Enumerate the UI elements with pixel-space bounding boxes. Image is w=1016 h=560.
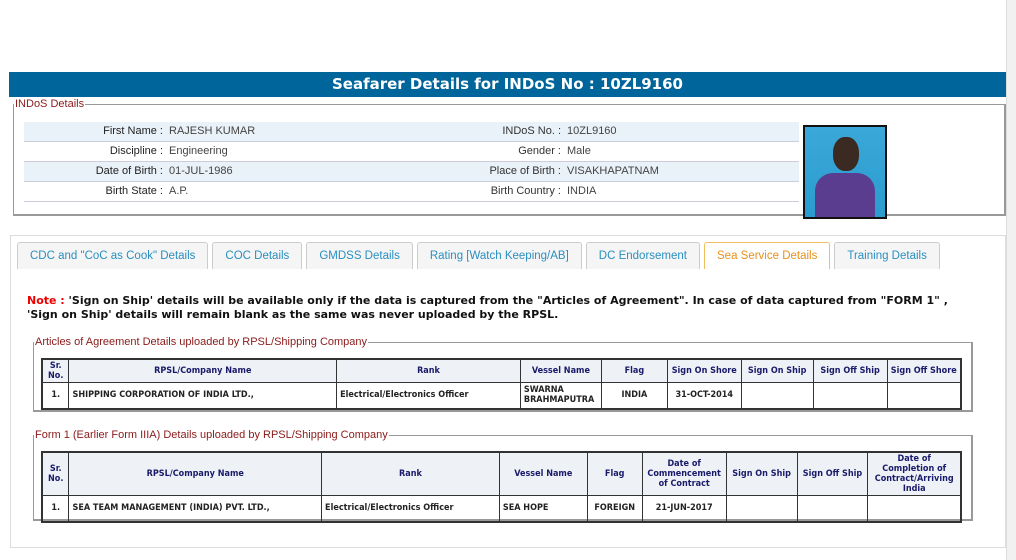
- table-header-row: Sr. No. RPSL/Company Name Rank Vessel Name F…: [41, 451, 962, 496]
- page-title: Seafarer Details for INDoS No : 10ZL9160: [9, 72, 1006, 97]
- cell: SEA TEAM MANAGEMENT (INDIA) PVT. LTD.,: [68, 495, 323, 522]
- col-sign-off-ship: Sign Off Ship: [812, 358, 888, 383]
- cell: SWARNA BRAHMAPUTRA: [519, 382, 602, 409]
- table-header-row: Sr. No. RPSL/Company Name Rank Vessel Name F…: [41, 358, 962, 383]
- cell: [886, 382, 962, 409]
- cell: [740, 382, 814, 409]
- form1-legend: Form 1 (Earlier Form IIIA) Details uploa…: [35, 429, 388, 441]
- discipline-value: Engineering: [169, 145, 228, 157]
- cell: Electrical/Electronics Officer: [336, 382, 521, 409]
- note-text: Note : 'Sign on Ship' details will be av…: [27, 294, 977, 322]
- col-commencement: Date of Commencement of Contract: [641, 451, 727, 496]
- seafarer-photo: [803, 125, 887, 219]
- detail-row: Date of Birth : 01-JUL-1986 Place of Birth…: [24, 162, 799, 182]
- cell: Electrical/Electronics Officer: [321, 495, 500, 522]
- tab-dc-endorsement[interactable]: DC Endorsement: [585, 242, 700, 269]
- col-sign-on-ship: Sign On Ship: [725, 451, 798, 496]
- tab-coc[interactable]: COC Details: [212, 242, 303, 269]
- col-vessel: Vessel Name: [519, 358, 602, 383]
- cell: 1.: [41, 382, 70, 409]
- col-rank: Rank: [321, 451, 500, 496]
- col-rank: Rank: [336, 358, 521, 383]
- note-label: Note :: [27, 294, 65, 307]
- col-flag: Flag: [586, 451, 643, 496]
- cell: [812, 382, 888, 409]
- birth-country-label: Birth Country :: [490, 185, 561, 197]
- aoa-table: Sr. No. RPSL/Company Name Rank Vessel Name F…: [41, 358, 962, 410]
- place-of-birth-value: VISAKHAPATNAM: [567, 165, 659, 177]
- form1-table: Sr. No. RPSL/Company Name Rank Vessel Name F…: [41, 451, 962, 523]
- gender-label: Gender :: [518, 145, 561, 157]
- note-body: 'Sign on Ship' details will be available…: [27, 294, 948, 321]
- col-flag: Flag: [600, 358, 668, 383]
- col-company: RPSL/Company Name: [68, 451, 323, 496]
- tab-rating[interactable]: Rating [Watch Keeping/AB]: [416, 242, 582, 269]
- tab-cdc[interactable]: CDC and "CoC as Cook" Details: [17, 242, 209, 269]
- place-of-birth-label: Place of Birth :: [489, 165, 561, 177]
- cell: SEA HOPE: [498, 495, 588, 522]
- cell: 1.: [41, 495, 70, 522]
- detail-row: Birth State : A.P. Birth Country : INDIA: [24, 182, 799, 202]
- detail-row: First Name : RAJESH KUMAR INDoS No. : 10ZL9…: [24, 122, 799, 142]
- cell: 21-JUN-2017: [641, 495, 727, 522]
- col-sign-off-ship: Sign Off Ship: [796, 451, 869, 496]
- aoa-legend: Articles of Agreement Details uploaded b…: [35, 336, 368, 348]
- tab-bar: CDC and "CoC as Cook" Details COC Detail…: [17, 242, 940, 269]
- table-row: 1. SEA TEAM MANAGEMENT (INDIA) PVT. LTD.,…: [41, 495, 962, 522]
- aoa-section: Articles of Agreement Details uploaded b…: [33, 336, 973, 412]
- col-sign-on-ship: Sign On Ship: [740, 358, 814, 383]
- indos-legend: INDoS Details: [15, 98, 85, 110]
- first-name-label: First Name :: [103, 125, 163, 137]
- detail-row: Discipline : Engineering Gender : Male: [24, 142, 799, 162]
- col-sign-on-shore: Sign On Shore: [666, 358, 742, 383]
- col-company: RPSL/Company Name: [68, 358, 338, 383]
- cell: INDIA: [600, 382, 668, 409]
- indos-details-grid: First Name : RAJESH KUMAR INDoS No. : 10ZL9…: [24, 122, 799, 202]
- col-vessel: Vessel Name: [498, 451, 588, 496]
- col-sr: Sr. No.: [41, 451, 70, 496]
- indos-details-section: INDoS Details First Name : RAJESH KUMAR IN…: [13, 98, 1006, 219]
- birth-country-value: INDIA: [567, 185, 597, 197]
- gender-value: Male: [567, 145, 591, 157]
- discipline-label: Discipline :: [109, 145, 163, 157]
- birth-state-value: A.P.: [169, 185, 189, 197]
- dob-value: 01-JUL-1986: [169, 165, 233, 177]
- indos-no-label: INDoS No. :: [502, 125, 561, 137]
- tab-gmdss[interactable]: GMDSS Details: [306, 242, 413, 269]
- tab-training[interactable]: Training Details: [834, 242, 940, 269]
- form1-section: Form 1 (Earlier Form IIIA) Details uploa…: [33, 429, 973, 523]
- cell: FOREIGN: [586, 495, 643, 522]
- cell: [867, 495, 962, 522]
- tab-sea-service[interactable]: Sea Service Details: [704, 242, 831, 269]
- cell: 31-OCT-2014: [666, 382, 742, 409]
- first-name-value: RAJESH KUMAR: [169, 125, 256, 137]
- col-sign-off-shore: Sign Off Shore: [886, 358, 962, 383]
- cell: [796, 495, 869, 522]
- tab-panel: CDC and "CoC as Cook" Details COC Detail…: [10, 235, 1006, 548]
- cell: [725, 495, 798, 522]
- birth-state-label: Birth State :: [105, 185, 163, 197]
- table-row: 1. SHIPPING CORPORATION OF INDIA LTD., Ele…: [41, 382, 962, 409]
- col-sr: Sr. No.: [41, 358, 70, 383]
- dob-label: Date of Birth :: [95, 165, 163, 177]
- page-scrollbar[interactable]: [1006, 0, 1016, 560]
- col-completion: Date of Completion of Contract/Arriving …: [867, 451, 962, 496]
- cell: SHIPPING CORPORATION OF INDIA LTD.,: [68, 382, 338, 409]
- indos-no-value: 10ZL9160: [567, 125, 617, 137]
